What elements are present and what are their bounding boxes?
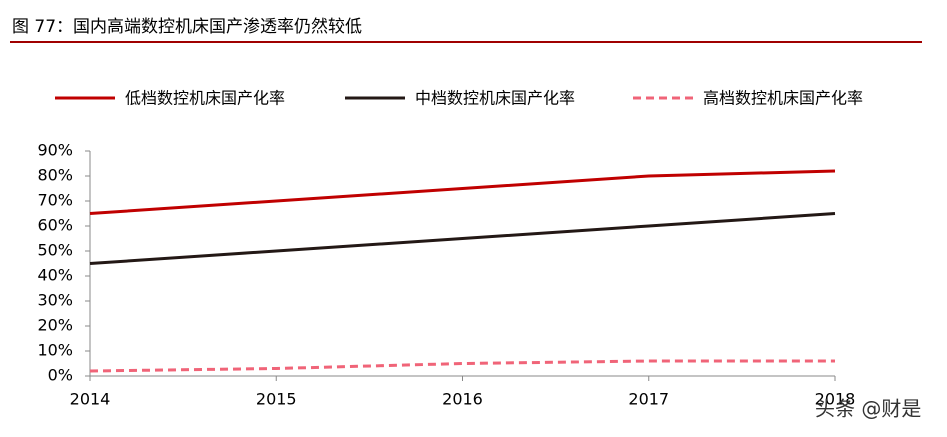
series-line [89, 359, 835, 373]
y-tick-label: 90% [37, 141, 73, 160]
legend-label: 中档数控机床国产化率 [415, 89, 575, 108]
x-tick-label: 2016 [442, 390, 483, 409]
watermark: 头条 @财是 [815, 397, 921, 421]
series-line [89, 169, 836, 215]
y-tick-label: 70% [37, 191, 73, 210]
y-tick-label: 20% [37, 316, 73, 335]
y-tick-label: 60% [37, 216, 73, 235]
chart-title: 图 77：国内高端数控机床国产渗透率仍然较低 [12, 17, 362, 37]
x-tick-label: 2015 [256, 390, 297, 409]
y-tick-label: 80% [37, 166, 73, 185]
y-tick-label: 0% [48, 366, 73, 385]
legend-label: 低档数控机床国产化率 [125, 89, 285, 108]
legend-label: 高档数控机床国产化率 [703, 89, 863, 108]
y-tick-label: 30% [37, 291, 73, 310]
y-tick-label: 50% [37, 241, 73, 260]
x-tick-label: 2017 [628, 390, 669, 409]
series-line [89, 212, 836, 265]
x-tick-label: 2018 [815, 390, 856, 409]
y-tick-label: 10% [37, 341, 73, 360]
x-tick-label: 2014 [70, 390, 111, 409]
y-tick-label: 40% [37, 266, 73, 285]
